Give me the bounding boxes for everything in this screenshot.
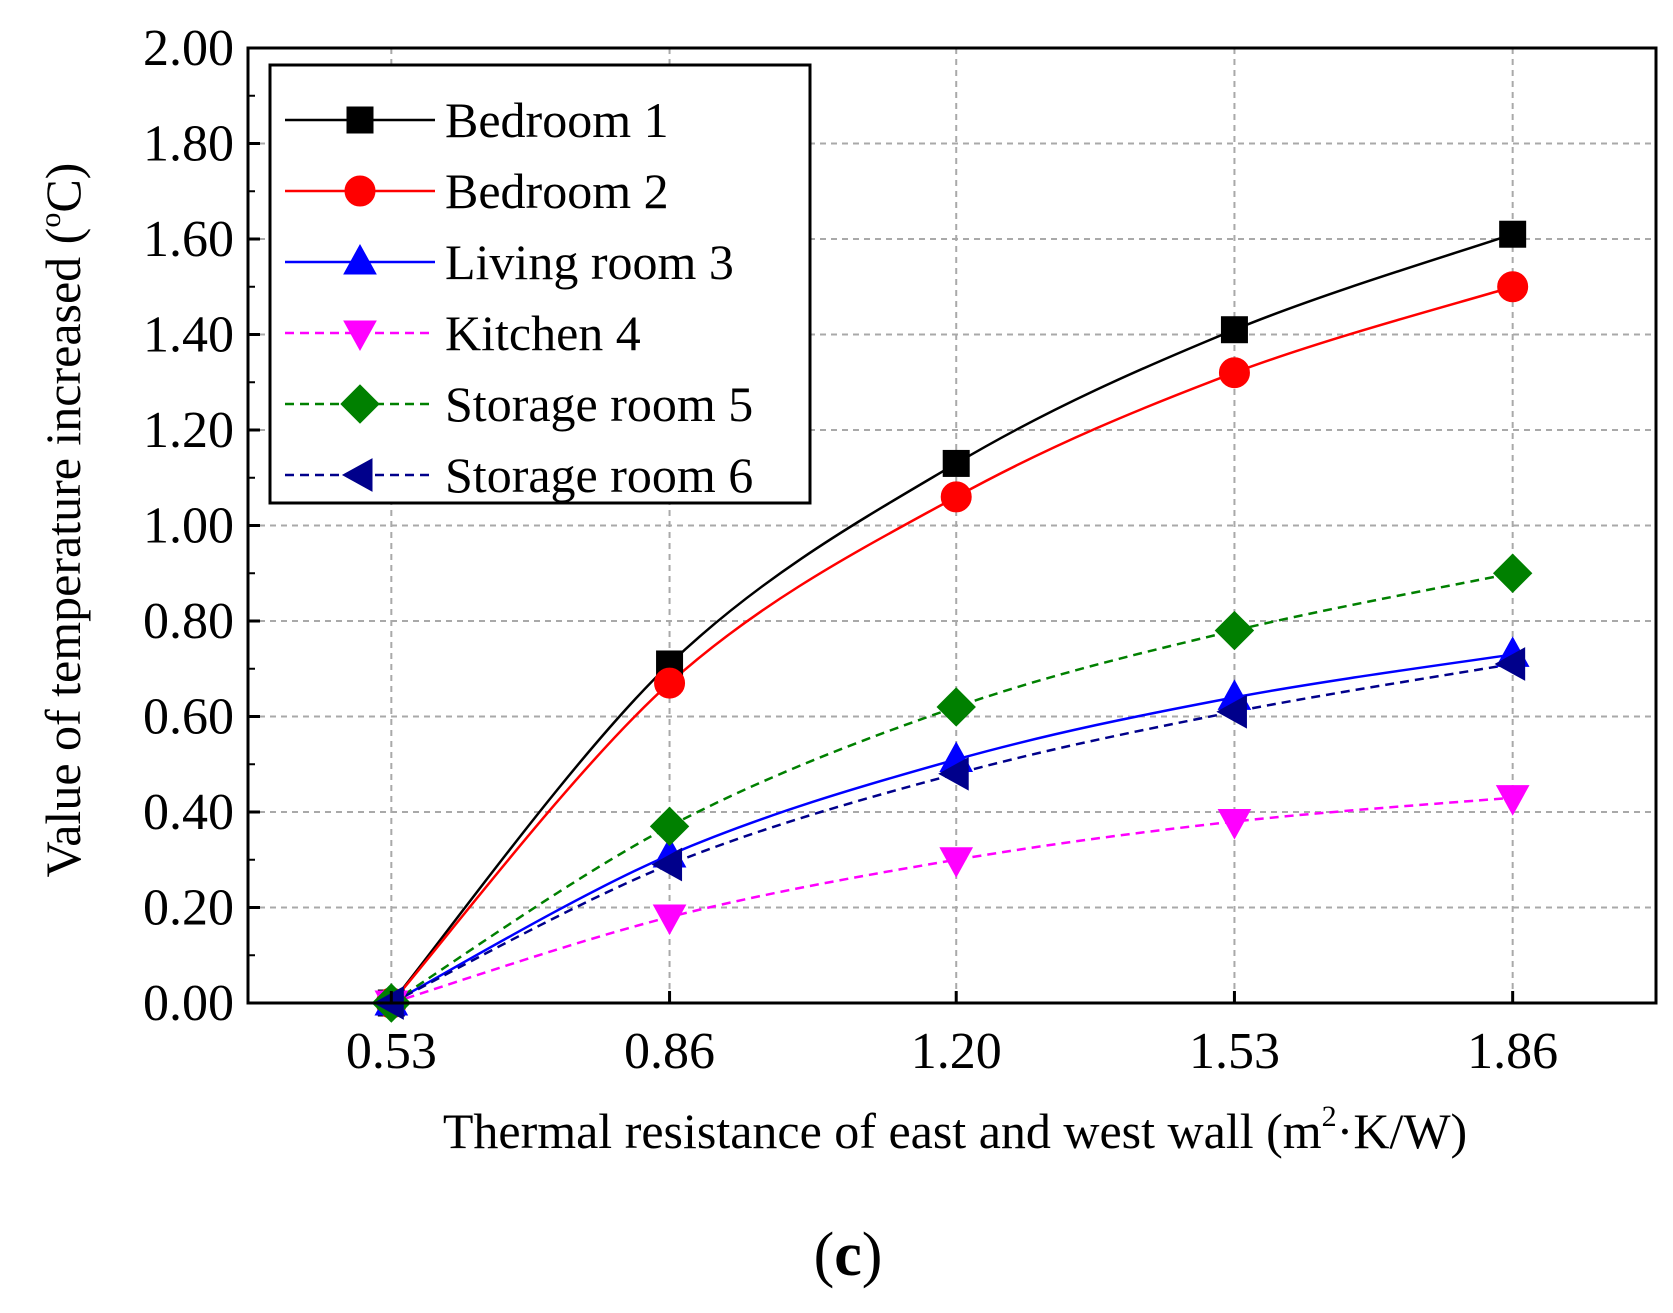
y-tick-label: 1.60 — [143, 211, 234, 268]
y-axis-label-unit: C) — [35, 163, 91, 213]
data-point-storage-room-6 — [938, 756, 969, 791]
data-point-storage-room-6 — [651, 847, 683, 882]
data-point-storage-room-6 — [1216, 694, 1247, 729]
y-tick-label: 1.40 — [143, 307, 234, 364]
x-tick-label: 1.53 — [1189, 1023, 1280, 1080]
y-axis-ticks: 0.00 0.20 0.40 0.60 0.80 1.00 1.20 1.40 1.60 1.80… — [143, 20, 260, 1032]
data-point-bedroom-2 — [1218, 357, 1250, 389]
y-tick-label: 2.00 — [143, 20, 234, 77]
data-point-storage-room-5 — [936, 687, 976, 727]
y-axis-label: Value of temperature increased (oC) — [34, 163, 91, 878]
x-axis-ticks: 0.53 0.86 1.20 1.53 1.86 — [346, 991, 1558, 1080]
data-point-bedroom-1 — [942, 449, 970, 477]
x-tick-label: 0.53 — [346, 1023, 437, 1080]
y-tick-label: 1.80 — [143, 116, 234, 173]
panel-label: (c) — [814, 1221, 883, 1289]
legend-marker — [346, 106, 374, 134]
x-tick-label: 1.86 — [1467, 1023, 1558, 1080]
data-point-kitchen-4 — [1495, 785, 1530, 816]
legend-label: Kitchen 4 — [445, 305, 641, 361]
panel-label-letter: c — [834, 1221, 862, 1289]
legend-marker — [343, 320, 377, 352]
data-point-bedroom-2 — [1497, 271, 1529, 303]
data-point-bedroom-1 — [1499, 220, 1527, 248]
legend-marker — [344, 175, 376, 207]
data-point-storage-room-5 — [1492, 553, 1533, 593]
y-axis-label-main: Value of temperature increased ( — [35, 228, 91, 878]
data-point-kitchen-4 — [939, 847, 974, 878]
data-point-kitchen-4 — [652, 904, 687, 936]
legend-label: Bedroom 1 — [445, 92, 669, 148]
panel-label-open: ( — [814, 1221, 835, 1289]
legend-label: Bedroom 2 — [445, 163, 669, 219]
legend-marker — [340, 384, 380, 424]
x-axis-label-main: Thermal resistance of east and west wall… — [443, 1103, 1322, 1159]
legend-label: Storage room 6 — [445, 447, 753, 503]
series-line-bedroom-2 — [390, 285, 1514, 1004]
series-markers — [371, 220, 1533, 1023]
series-line-kitchen-4 — [390, 796, 1513, 1005]
y-axis-label-degree: o — [34, 213, 67, 228]
y-tick-label: 0.20 — [143, 880, 234, 937]
series-line-bedroom-1 — [390, 233, 1514, 1004]
legend-box — [268, 63, 812, 505]
legend-label: Living room 3 — [445, 234, 734, 290]
data-point-bedroom-2 — [654, 667, 686, 699]
x-axis-label-unit: ·K/W) — [1337, 1103, 1468, 1159]
x-tick-label: 1.20 — [911, 1023, 1002, 1080]
x-axis-label-superscript: 2 — [1322, 1100, 1337, 1133]
y-tick-label: 1.00 — [143, 498, 234, 555]
legend-marker — [341, 458, 373, 492]
data-point-storage-room-5 — [1214, 610, 1255, 651]
x-axis-label: Thermal resistance of east and west wall… — [443, 1100, 1467, 1159]
data-point-storage-room-5 — [649, 806, 690, 847]
legend-label: Storage room 5 — [445, 376, 753, 432]
data-point-bedroom-1 — [1220, 316, 1248, 344]
y-tick-label: 1.20 — [143, 402, 234, 459]
panel-label-close: ) — [862, 1221, 883, 1289]
series-line-storage-room-6 — [390, 662, 1513, 1005]
data-point-bedroom-2 — [940, 481, 972, 513]
data-point-kitchen-4 — [1217, 809, 1252, 840]
legend-marker — [343, 243, 377, 275]
data-point-storage-room-6 — [1494, 647, 1526, 681]
y-tick-label: 0.80 — [143, 593, 234, 650]
y-tick-label: 0.00 — [143, 975, 234, 1032]
legend: Bedroom 1 Bedroom 2 Living room 3 Kitchen 4… — [268, 63, 812, 505]
y-tick-label: 0.40 — [143, 784, 234, 841]
y-tick-label: 0.60 — [143, 689, 234, 746]
x-tick-label: 0.86 — [624, 1023, 715, 1080]
